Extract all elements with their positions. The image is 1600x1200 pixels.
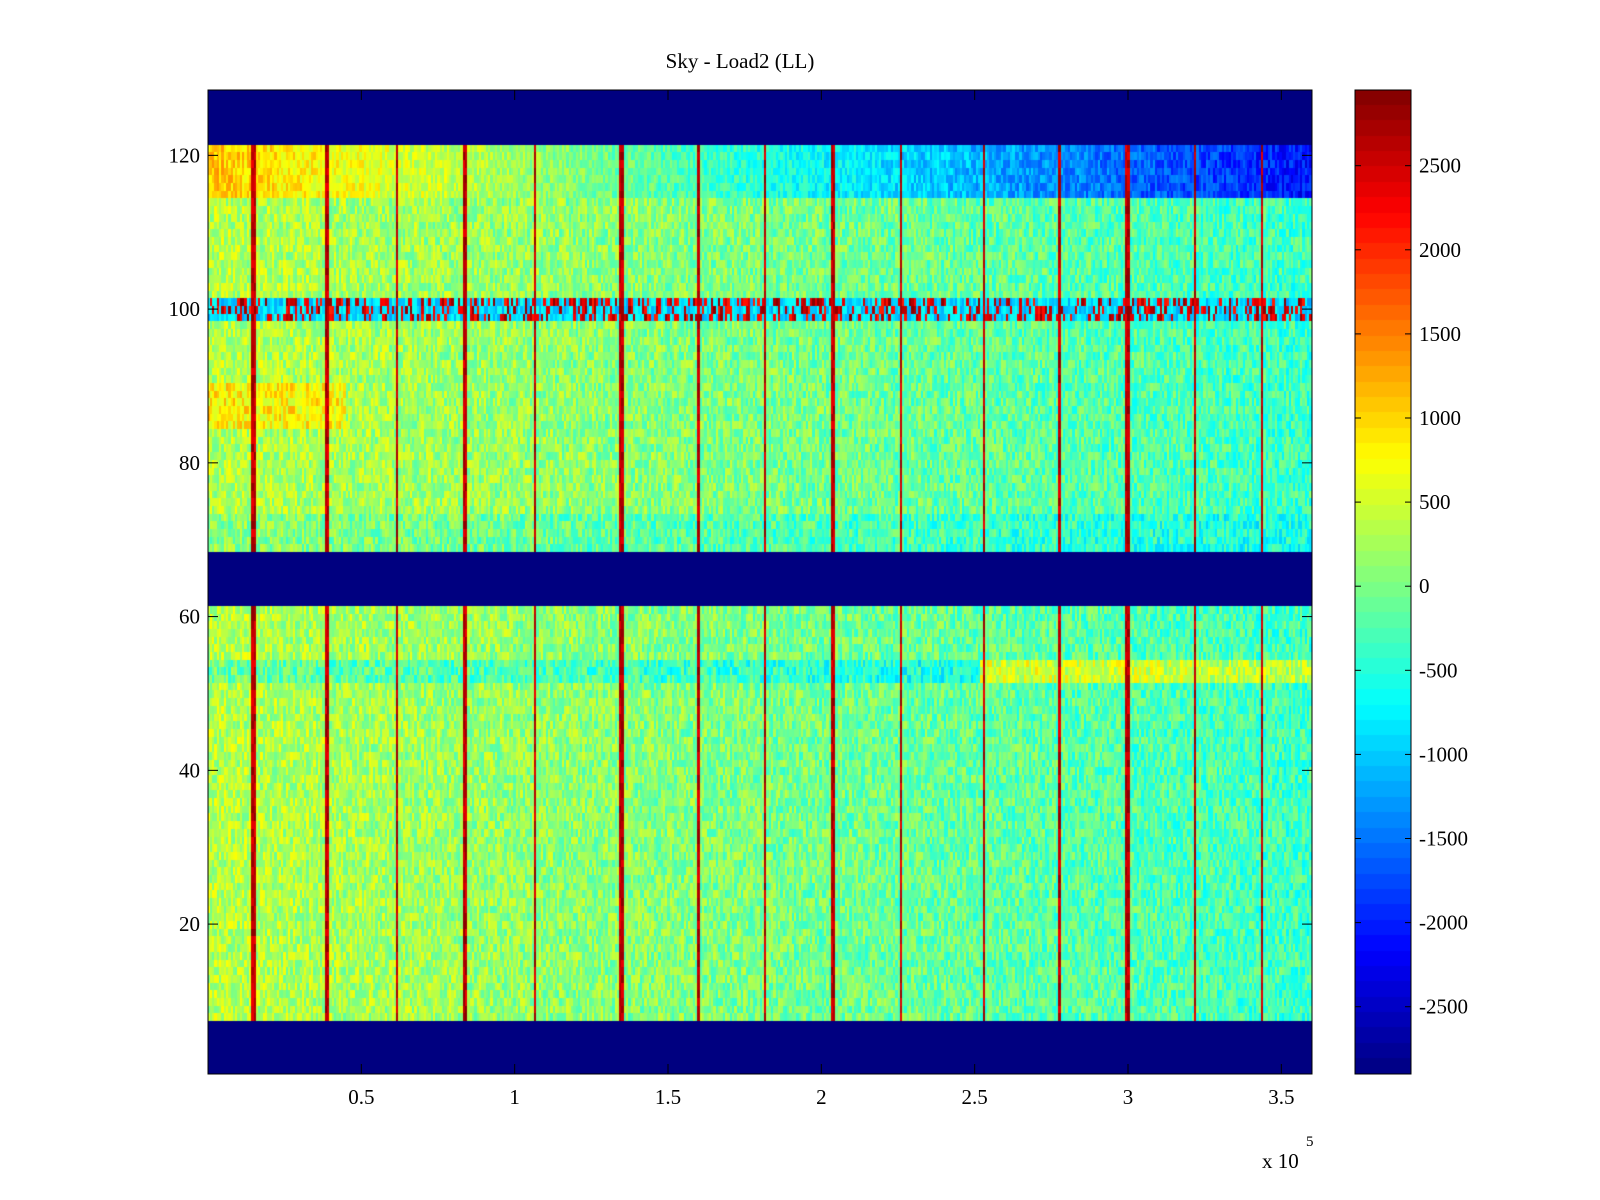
colorbar-gradient: [1355, 90, 1411, 1074]
colorbar-tick-label: 2500: [1419, 154, 1461, 178]
colorbar-tick-label: -2500: [1419, 995, 1468, 1019]
chart-title: Sky - Load2 (LL): [666, 49, 815, 73]
colorbar-image: [1355, 90, 1411, 1074]
y-tick-label: 120: [169, 143, 201, 167]
y-axis: 20 40 60 80 100 120: [169, 143, 1312, 936]
x-exponent-base: x 10: [1262, 1149, 1299, 1173]
heatmap-image: [208, 90, 1312, 1074]
colorbar-tick-label: -1500: [1419, 827, 1468, 851]
y-tick-label: 80: [179, 451, 200, 475]
y-tick-label: 20: [179, 912, 200, 936]
x-tick-label: 3.5: [1268, 1085, 1294, 1109]
x-exponent-power: 5: [1306, 1134, 1314, 1150]
colorbar-tick-label: 2000: [1419, 238, 1461, 262]
colorbar-tick-label: -1000: [1419, 742, 1468, 766]
x-tick-label: 3: [1123, 1085, 1134, 1109]
colorbar-tick-label: 0: [1419, 574, 1430, 598]
plot-frame: [207, 89, 1313, 1075]
x-axis: 0.5 1 1.5 2 2.5 3 3.5: [348, 90, 1294, 1109]
y-tick-label: 60: [179, 605, 200, 629]
x-tick-label: 1: [509, 1085, 520, 1109]
x-tick-label: 2.5: [962, 1085, 988, 1109]
colorbar-tick-label: 1000: [1419, 406, 1461, 430]
x-tick-label: 2: [816, 1085, 827, 1109]
y-tick-label: 100: [169, 297, 201, 321]
colorbar-tick-label: 500: [1419, 490, 1451, 514]
colorbar-tick-label: 1500: [1419, 322, 1461, 346]
colorbar-tick-label: -2000: [1419, 911, 1468, 935]
colorbar-tick-label: -500: [1419, 658, 1458, 682]
x-tick-label: 1.5: [655, 1085, 681, 1109]
y-tick-label: 40: [179, 758, 200, 782]
colorbar-frame: [1354, 89, 1412, 1075]
colorbar-axis: 2500 2000 1500 1000 500 0 -500 -1000 -1500 -2000 -…: [1355, 154, 1468, 1019]
heatmap-cells: [208, 90, 1312, 1074]
x-tick-label: 0.5: [348, 1085, 374, 1109]
